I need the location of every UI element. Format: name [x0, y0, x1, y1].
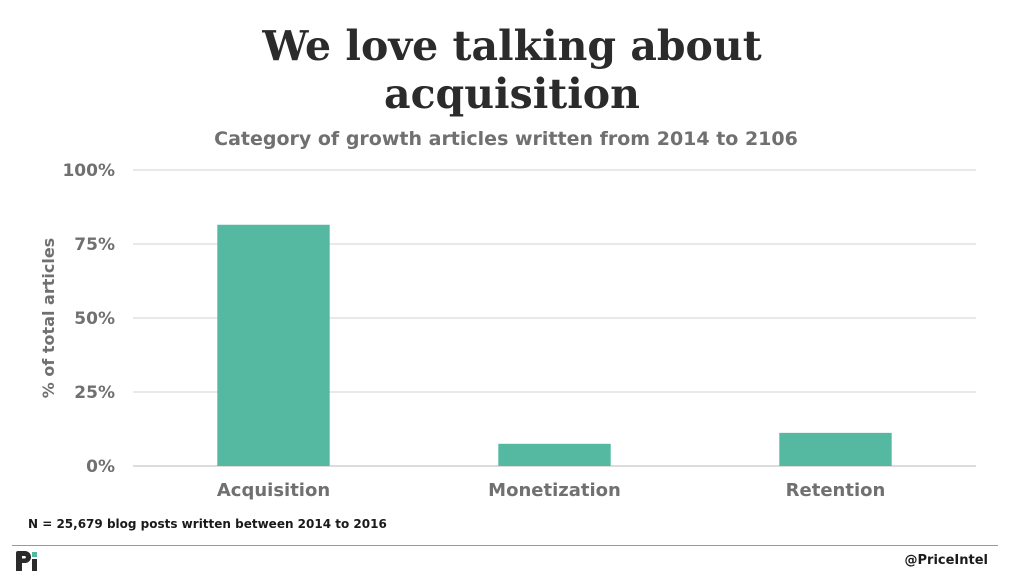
- sample-size-note: N = 25,679 blog posts written between 20…: [28, 517, 387, 531]
- footer-divider: [12, 545, 998, 546]
- y-tick-label: 0%: [86, 457, 115, 477]
- y-tick-label: 50%: [74, 309, 115, 329]
- y-tick-label: 25%: [74, 383, 115, 403]
- chart-title-line-2: acquisition: [384, 70, 640, 118]
- bar-retention: [779, 432, 892, 466]
- chart-title-line-1: We love talking about: [262, 22, 762, 70]
- twitter-handle: @PriceIntel: [904, 553, 989, 568]
- y-axis-title: % of total articles: [39, 238, 58, 398]
- category-label-acquisition: Acquisition: [217, 480, 330, 501]
- priceintel-logo-icon: [16, 551, 37, 571]
- bar-acquisition: [217, 224, 330, 466]
- chart-title: We love talking about acquisition: [0, 22, 1024, 118]
- chart-subtitle: Category of growth articles written from…: [214, 128, 798, 150]
- bar-monetization: [498, 443, 611, 466]
- y-tick-label: 100%: [62, 161, 115, 181]
- y-axis-ticks: 0% 25% 50% 75% 100%: [62, 161, 115, 477]
- category-label-retention: Retention: [786, 480, 886, 501]
- bars: [217, 224, 892, 466]
- x-axis-categories: Acquisition Monetization Retention: [217, 480, 885, 501]
- y-tick-label: 75%: [74, 235, 115, 255]
- category-label-monetization: Monetization: [488, 480, 621, 501]
